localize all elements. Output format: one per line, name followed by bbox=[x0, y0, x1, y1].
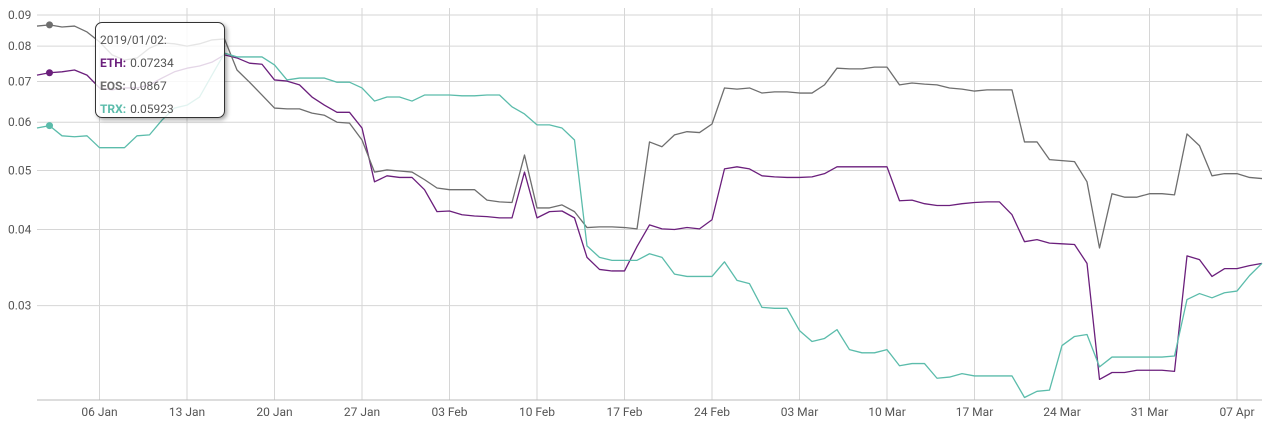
series-line bbox=[36, 52, 1263, 399]
series-line bbox=[36, 54, 1263, 381]
y-tick-label: 0.08 bbox=[8, 39, 32, 53]
x-tick-label: 27 Jan bbox=[344, 405, 380, 419]
hover-marker bbox=[46, 69, 53, 77]
tooltip-label: ETH: bbox=[100, 56, 127, 70]
tooltip-title: 2019/01/02: bbox=[100, 33, 167, 47]
hover-marker bbox=[46, 21, 53, 29]
x-tick-label: 24 Feb bbox=[694, 405, 730, 419]
y-tick-label: 0.06 bbox=[8, 115, 32, 129]
tooltip-value: 0.05923 bbox=[130, 102, 174, 116]
tooltip-row: TRX: 0.05923 bbox=[100, 98, 224, 121]
y-tick-label: 0.04 bbox=[8, 223, 32, 237]
x-tick-label: 06 Jan bbox=[81, 405, 117, 419]
tooltip-row: EOS: 0.0867 bbox=[100, 75, 224, 98]
x-tick-label: 03 Feb bbox=[431, 405, 467, 419]
y-tick-label: 0.07 bbox=[8, 74, 32, 88]
tooltip-label: EOS: bbox=[100, 79, 126, 93]
x-tick-label: 07 Apr bbox=[1219, 405, 1254, 419]
tooltip: 2019/01/02: ETH: 0.07234 EOS: 0.0867 TRX: 0.0… bbox=[95, 22, 225, 118]
x-tick-label: 31 Mar bbox=[1131, 405, 1169, 419]
x-tick-label: 10 Feb bbox=[519, 405, 555, 419]
tooltip-label: TRX: bbox=[100, 102, 127, 116]
x-tick-label: 13 Jan bbox=[169, 405, 205, 419]
x-tick-label: 17 Feb bbox=[606, 405, 642, 419]
x-tick-label: 17 Mar bbox=[956, 405, 994, 419]
tooltip-value: 0.0867 bbox=[129, 79, 167, 93]
x-tick-label: 03 Mar bbox=[781, 405, 819, 419]
y-tick-label: 0.03 bbox=[8, 299, 31, 313]
y-tick-label: 0.09 bbox=[8, 8, 31, 22]
y-tick-label: 0.05 bbox=[8, 163, 32, 177]
x-tick-label: 20 Jan bbox=[256, 405, 292, 419]
tooltip-value: 0.07234 bbox=[130, 56, 174, 70]
series-line bbox=[36, 24, 1263, 249]
tooltip-row: ETH: 0.07234 bbox=[100, 52, 224, 75]
x-tick-label: 24 Mar bbox=[1043, 405, 1081, 419]
x-tick-label: 10 Mar bbox=[868, 405, 906, 419]
hover-marker bbox=[46, 122, 53, 130]
